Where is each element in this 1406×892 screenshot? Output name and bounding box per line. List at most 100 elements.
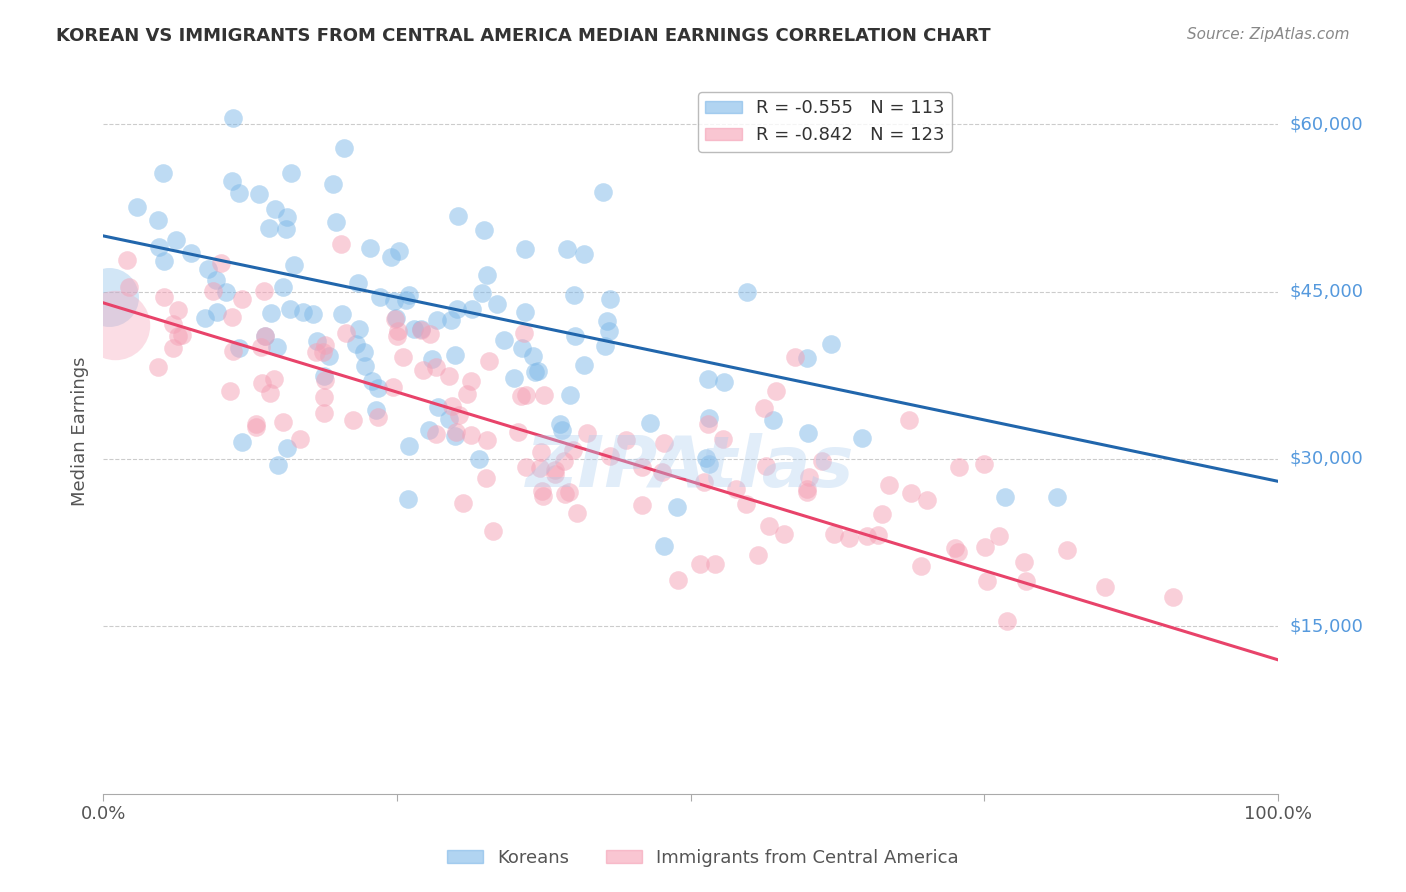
Point xyxy=(425,360,447,375)
Point xyxy=(166,303,188,318)
Text: $30,000: $30,000 xyxy=(1289,450,1364,468)
Point xyxy=(228,186,250,201)
Point xyxy=(1094,580,1116,594)
Point xyxy=(599,292,621,306)
Point xyxy=(475,433,498,447)
Point xyxy=(344,336,367,351)
Point xyxy=(572,358,595,372)
Point xyxy=(638,416,661,430)
Point xyxy=(531,483,554,498)
Point xyxy=(762,413,785,427)
Point xyxy=(307,334,329,349)
Point xyxy=(98,290,121,304)
Point xyxy=(630,459,652,474)
Point xyxy=(367,381,389,395)
Point xyxy=(554,487,576,501)
Point xyxy=(724,482,747,496)
Point xyxy=(461,302,484,317)
Point xyxy=(380,250,402,264)
Point xyxy=(446,425,468,440)
Text: $45,000: $45,000 xyxy=(1289,283,1364,301)
Point xyxy=(278,301,301,316)
Point xyxy=(162,317,184,331)
Point xyxy=(409,323,432,337)
Point xyxy=(152,166,174,180)
Point xyxy=(335,326,357,340)
Point xyxy=(330,236,353,251)
Point xyxy=(544,467,567,481)
Point xyxy=(614,434,637,448)
Point xyxy=(207,305,229,319)
Point xyxy=(153,254,176,268)
Point xyxy=(437,368,460,383)
Point xyxy=(396,491,419,506)
Point xyxy=(219,384,242,398)
Point xyxy=(696,417,718,431)
Point xyxy=(283,258,305,272)
Point xyxy=(382,293,405,308)
Point xyxy=(360,374,382,388)
Point xyxy=(347,322,370,336)
Point xyxy=(263,202,285,216)
Point xyxy=(347,276,370,290)
Point xyxy=(271,280,294,294)
Point xyxy=(823,527,845,541)
Point xyxy=(395,293,418,308)
Point xyxy=(704,557,727,571)
Point xyxy=(382,379,405,393)
Point xyxy=(772,527,794,541)
Point xyxy=(384,312,406,326)
Point xyxy=(697,411,720,425)
Legend: Koreans, Immigrants from Central America: Koreans, Immigrants from Central America xyxy=(440,842,966,874)
Point xyxy=(354,359,377,373)
Point xyxy=(250,340,273,354)
Point xyxy=(1015,574,1038,589)
Point xyxy=(162,341,184,355)
Point xyxy=(228,341,250,355)
Point xyxy=(693,475,716,489)
Text: $60,000: $60,000 xyxy=(1289,115,1364,133)
Point xyxy=(838,532,860,546)
Point xyxy=(447,209,470,223)
Point xyxy=(221,310,243,325)
Point xyxy=(562,442,585,457)
Point xyxy=(276,210,298,224)
Point xyxy=(367,410,389,425)
Point xyxy=(696,372,718,386)
Point xyxy=(426,313,449,327)
Point xyxy=(205,273,228,287)
Point xyxy=(735,285,758,299)
Point xyxy=(460,374,482,388)
Text: KOREAN VS IMMIGRANTS FROM CENTRAL AMERICA MEDIAN EARNINGS CORRELATION CHART: KOREAN VS IMMIGRANTS FROM CENTRAL AMERIC… xyxy=(56,27,991,45)
Point xyxy=(510,389,533,403)
Point xyxy=(456,387,478,401)
Point xyxy=(314,406,336,420)
Point xyxy=(1056,543,1078,558)
Point xyxy=(443,348,465,362)
Point xyxy=(1014,555,1036,569)
Point xyxy=(576,425,599,440)
Point xyxy=(266,340,288,354)
Point xyxy=(1046,490,1069,504)
Point xyxy=(440,312,463,326)
Legend: R = -0.555   N = 113, R = -0.842   N = 123: R = -0.555 N = 113, R = -0.842 N = 123 xyxy=(699,92,952,152)
Point xyxy=(418,423,440,437)
Point xyxy=(222,111,245,125)
Point xyxy=(411,321,433,335)
Point xyxy=(447,408,470,422)
Point xyxy=(468,452,491,467)
Point xyxy=(385,329,408,343)
Point xyxy=(754,401,776,415)
Point xyxy=(125,200,148,214)
Point xyxy=(747,548,769,562)
Point xyxy=(530,444,553,458)
Point xyxy=(713,375,735,389)
Point xyxy=(353,344,375,359)
Point xyxy=(253,329,276,343)
Point xyxy=(946,545,969,559)
Point xyxy=(292,305,315,319)
Point xyxy=(651,466,673,480)
Point xyxy=(529,461,551,475)
Point xyxy=(551,423,574,437)
Point xyxy=(917,493,939,508)
